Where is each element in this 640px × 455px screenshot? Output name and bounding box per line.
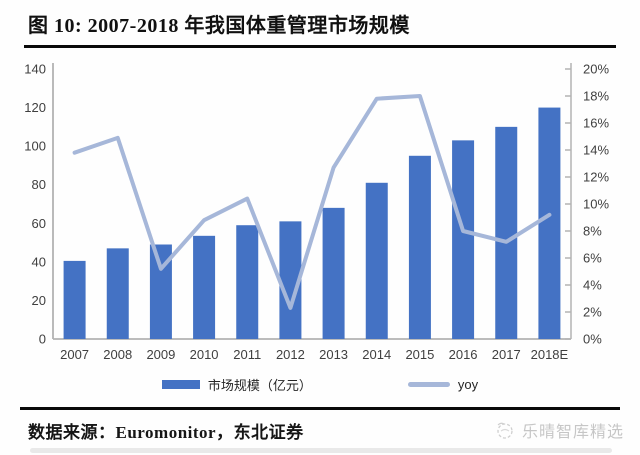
legend-label-yoy: yoy (457, 376, 479, 392)
svg-text:60: 60 (32, 216, 46, 231)
market-size-chart: 0 20 40 60 80 100 120 140 0% 2% 4% 6% 8% 10% 12% 14% 16%… (24, 62, 609, 363)
svg-text:2007: 2007 (60, 347, 89, 362)
figure-title: 图 10: 2007-2018 年我国体重管理市场规模 (28, 15, 410, 37)
svg-text:2%: 2% (583, 305, 602, 320)
svg-text:80: 80 (32, 177, 46, 192)
watermark: 乐晴智库精选 (495, 418, 624, 442)
svg-text:2009: 2009 (146, 347, 175, 362)
svg-text:2010: 2010 (190, 347, 219, 362)
svg-text:2018E: 2018E (531, 347, 569, 362)
svg-text:14%: 14% (583, 143, 609, 158)
svg-text:2016: 2016 (449, 347, 478, 362)
figure-footer: 数据来源：Euromonitor，东北证券 乐晴智库精选 (28, 415, 624, 445)
title-divider (24, 45, 616, 48)
bar-swatch-icon (161, 379, 200, 389)
svg-text:8%: 8% (583, 224, 602, 239)
svg-text:6%: 6% (583, 251, 602, 266)
svg-text:2015: 2015 (405, 347, 434, 362)
data-source-text: 数据来源：Euromonitor，东北证券 (28, 422, 304, 442)
svg-text:0%: 0% (583, 332, 602, 347)
chart-area: 0 20 40 60 80 100 120 140 0% 2% 4% 6% 8% 10% 12% 14% 16%… (18, 56, 622, 370)
chart-legend: 市场规模（亿元） yoy (0, 374, 640, 394)
svg-text:2012: 2012 (276, 347, 305, 362)
svg-text:40: 40 (32, 254, 46, 269)
bottom-strip (30, 448, 612, 453)
watermark-logo-icon (497, 422, 513, 439)
line-swatch-icon (407, 381, 450, 387)
svg-text:0: 0 (39, 332, 46, 347)
svg-text:2017: 2017 (492, 347, 521, 362)
svg-text:4%: 4% (583, 278, 602, 293)
svg-text:20: 20 (32, 293, 46, 308)
footer-divider (20, 407, 620, 410)
legend-label-market-size: 市场规模（亿元） (207, 377, 312, 393)
legend-item-market-size: 市场规模（亿元） (161, 375, 312, 394)
svg-text:120: 120 (24, 100, 46, 115)
svg-text:20%: 20% (583, 62, 609, 77)
svg-text:2014: 2014 (362, 347, 391, 362)
svg-text:16%: 16% (583, 116, 609, 131)
svg-text:12%: 12% (583, 170, 609, 185)
svg-text:2013: 2013 (319, 347, 348, 362)
svg-text:140: 140 (24, 62, 46, 77)
watermark-text: 乐晴智库精选 (521, 424, 624, 441)
svg-text:2008: 2008 (103, 347, 132, 362)
svg-text:10%: 10% (583, 197, 609, 212)
svg-text:2011: 2011 (233, 347, 261, 362)
svg-text:18%: 18% (583, 89, 609, 104)
legend-item-yoy: yoy (407, 376, 479, 392)
figure-header: 图 10: 2007-2018 年我国体重管理市场规模 (28, 9, 618, 38)
svg-text:100: 100 (24, 139, 46, 154)
